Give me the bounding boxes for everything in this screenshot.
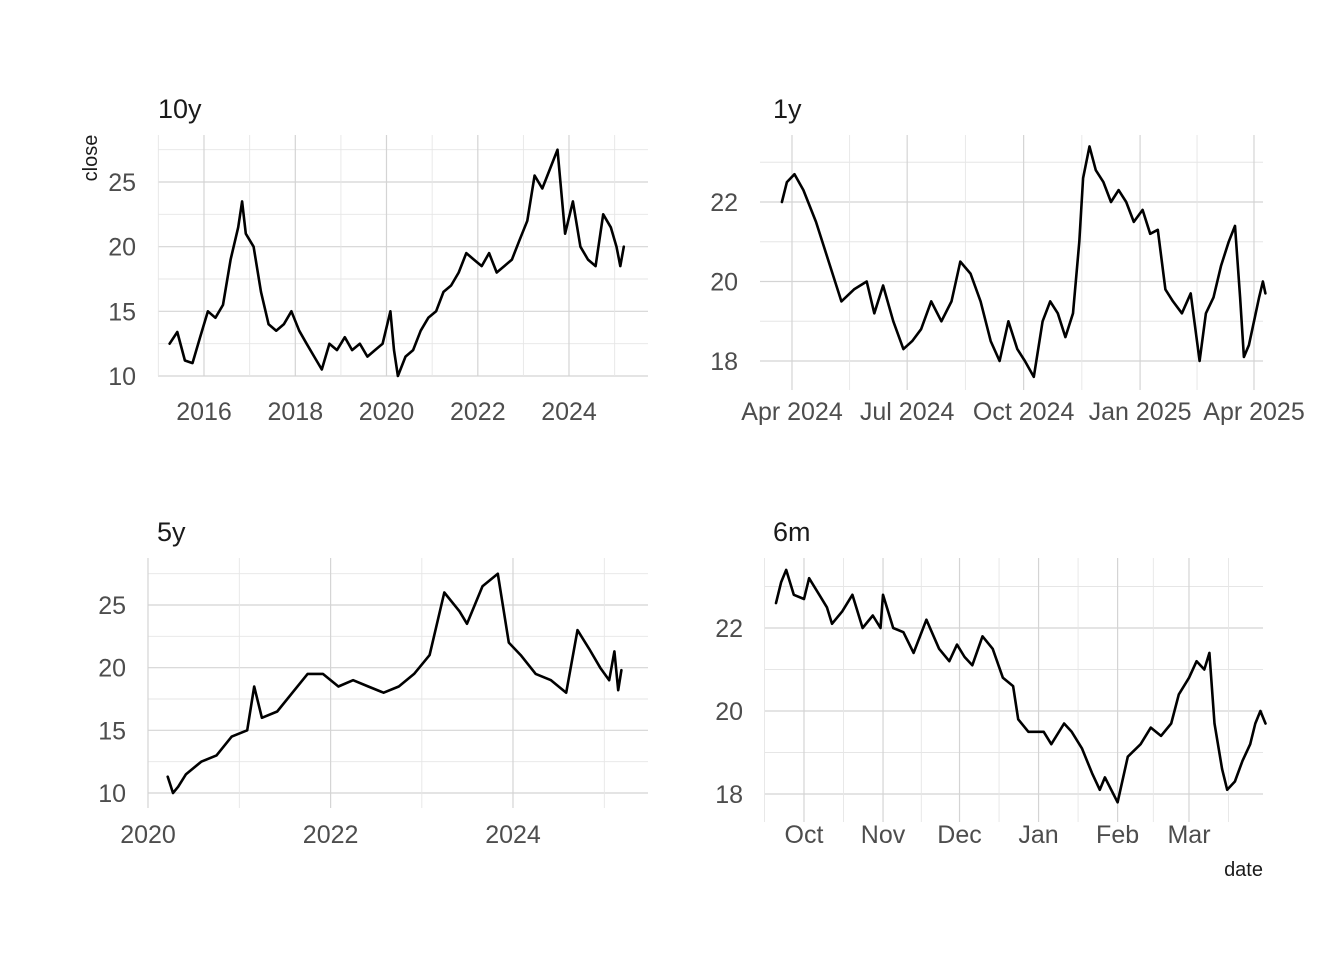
x-tick-label: 2020 — [359, 398, 415, 426]
x-tick-label: Jan 2025 — [1089, 398, 1192, 426]
series-line — [774, 568, 1267, 804]
y-axis-label: close — [80, 135, 102, 182]
panel-title: 1y — [773, 94, 802, 124]
x-tick-label: Oct — [785, 821, 824, 849]
x-tick-label: 2022 — [303, 821, 359, 849]
x-tick-label: Dec — [937, 821, 981, 849]
chart-panel-5y: 5y 10 15 20 25 2020 2022 2024 — [98, 517, 648, 849]
series-line — [166, 572, 623, 795]
x-tick-label: 2024 — [541, 398, 597, 426]
y-tick-label: 20 — [108, 234, 136, 262]
chart-panel-10y: 10y 10 15 20 25 2016 2018 2020 2022 2024 — [108, 94, 648, 426]
x-tick-label: 2020 — [120, 821, 176, 849]
y-tick-label: 20 — [710, 269, 738, 297]
x-tick-label: Jul 2024 — [860, 398, 955, 426]
y-tick-label: 25 — [98, 592, 126, 620]
x-tick-label: Jan — [1018, 821, 1058, 849]
y-tick-label: 10 — [98, 780, 126, 808]
x-tick-label: Apr 2024 — [741, 398, 843, 426]
y-tick-label: 15 — [98, 717, 126, 745]
x-axis-label: date — [1224, 859, 1263, 881]
y-tick-label: 18 — [710, 348, 738, 376]
x-tick-label: Feb — [1096, 821, 1139, 849]
y-tick-label: 10 — [108, 363, 136, 391]
panel-title: 6m — [773, 517, 811, 547]
x-tick-label: 2024 — [485, 821, 541, 849]
y-tick-label: 25 — [108, 169, 136, 197]
x-tick-label: 2016 — [176, 398, 232, 426]
series-line — [168, 148, 626, 378]
x-tick-label: Oct 2024 — [973, 398, 1075, 426]
y-tick-label: 18 — [715, 781, 743, 809]
y-tick-label: 22 — [715, 615, 743, 643]
y-tick-label: 20 — [715, 698, 743, 726]
x-tick-label: Apr 2025 — [1203, 398, 1304, 426]
series-line — [780, 145, 1267, 379]
chart-panel-1y: 1y 18 20 22 Apr 2024 Jul 2024 Oct 2024 Jan 2025… — [710, 94, 1305, 426]
y-tick-label: 20 — [98, 655, 126, 683]
y-tick-label: 15 — [108, 298, 136, 326]
x-tick-label: 2018 — [267, 398, 323, 426]
y-tick-label: 22 — [710, 189, 738, 217]
panel-title: 10y — [158, 94, 202, 124]
chart-panel-6m: 6m 18 20 22 Oct Nov Dec Jan Feb Mar — [715, 517, 1267, 849]
panel-title: 5y — [157, 517, 186, 547]
x-tick-label: Mar — [1167, 821, 1210, 849]
x-tick-label: 2022 — [450, 398, 506, 426]
x-tick-label: Nov — [861, 821, 906, 849]
